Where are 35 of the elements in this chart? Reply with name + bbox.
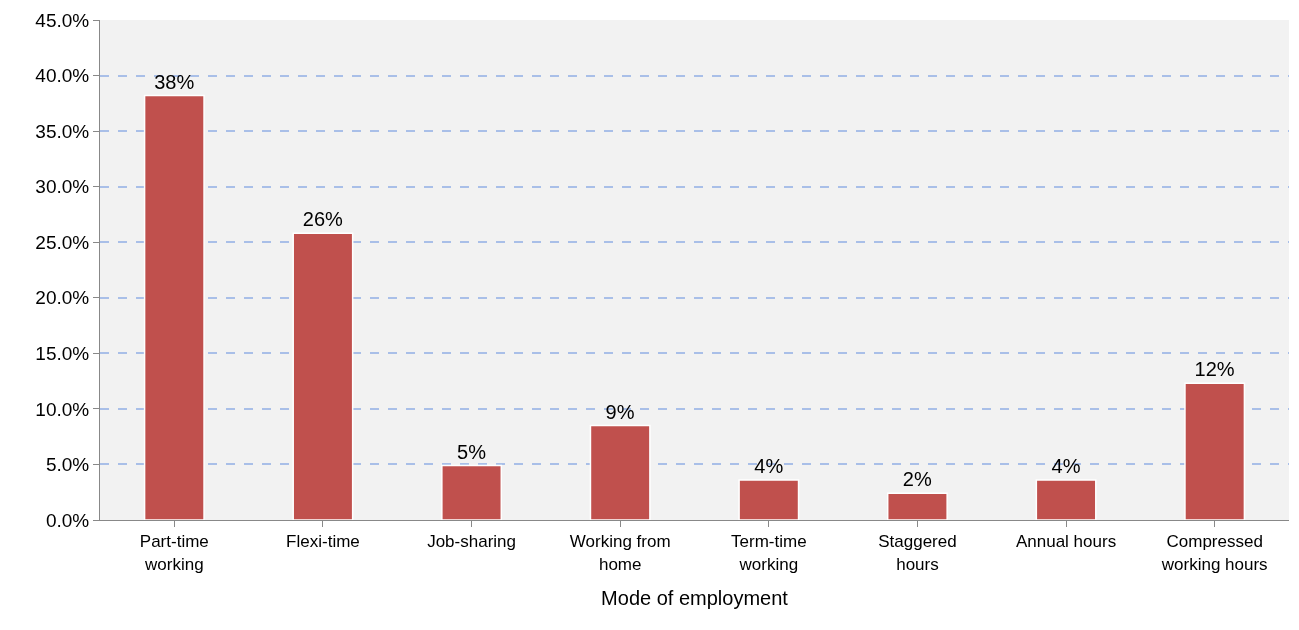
x-tick-label: Compressed working hours	[1160, 532, 1268, 574]
data-label: 12%	[1194, 358, 1235, 381]
bar	[886, 492, 948, 520]
y-tick-label: 10.0%	[35, 398, 90, 420]
y-tick-label: 15.0%	[35, 342, 90, 364]
data-label: 4%	[754, 455, 784, 477]
y-tick-label: 35.0%	[35, 120, 90, 142]
y-tick-label: 40.0%	[35, 65, 90, 87]
bar	[1184, 382, 1246, 520]
bar	[1035, 479, 1097, 520]
bar	[589, 424, 651, 520]
data-label: 5%	[457, 440, 487, 463]
x-tick-label: Annual hours	[1015, 532, 1117, 552]
data-label: 38%	[154, 70, 195, 93]
x-tick-label: Part-time working	[139, 532, 209, 574]
bar	[441, 464, 503, 520]
y-tick-label: 45.0%	[35, 9, 90, 31]
data-label: 4%	[1051, 455, 1081, 477]
data-label: 2%	[902, 468, 932, 491]
x-tick-label: Job-sharing	[427, 532, 516, 552]
data-label: 9%	[605, 400, 635, 423]
y-tick-label: 20.0%	[35, 287, 90, 309]
y-tick-label: 5.0%	[45, 454, 90, 476]
x-tick-label: Flexi-time	[286, 532, 360, 552]
y-tick-label: 0.0%	[45, 509, 90, 531]
x-axis-title: Mode of employment	[601, 587, 789, 609]
x-tick-label: Term-time working	[731, 532, 807, 574]
y-tick-label: 25.0%	[35, 231, 90, 253]
y-tick-label: 30.0%	[35, 176, 90, 198]
data-label: 26%	[302, 208, 344, 231]
bar	[292, 232, 354, 520]
bar	[738, 479, 800, 520]
x-tick-label: Staggered hours	[878, 532, 957, 574]
bar	[143, 94, 205, 520]
x-tick-label: Working from home	[569, 532, 671, 574]
